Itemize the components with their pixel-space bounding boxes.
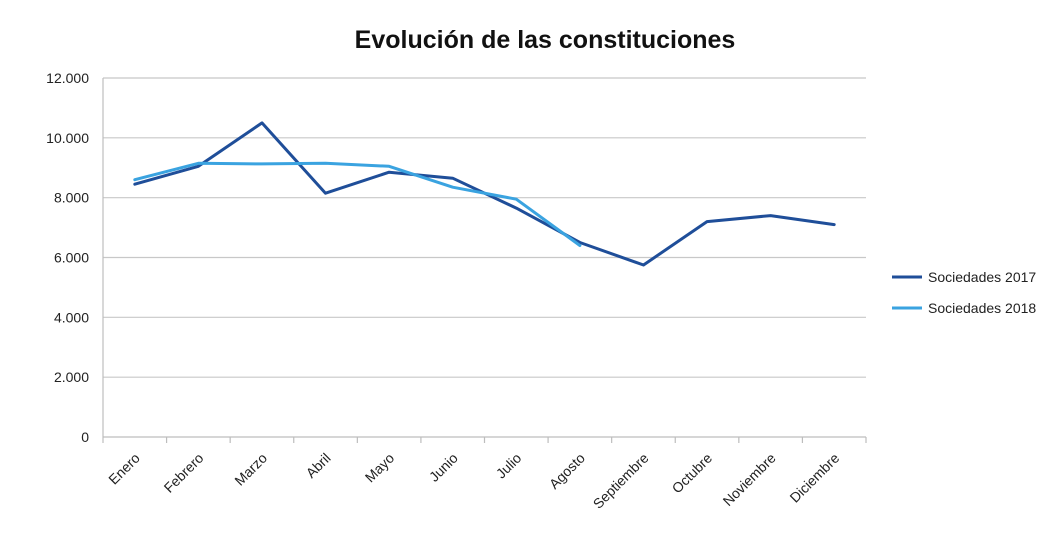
- legend-label: Sociedades 2017: [928, 269, 1036, 285]
- x-tick-label: Octubre: [669, 450, 716, 497]
- y-tick-label: 2.000: [54, 369, 89, 385]
- y-tick-label: 0: [81, 429, 89, 445]
- x-tick-label: Septiembre: [590, 450, 652, 512]
- x-tick-label: Diciembre: [786, 450, 842, 506]
- y-tick-label: 12.000: [46, 70, 89, 86]
- y-tick-label: 8.000: [54, 190, 89, 206]
- x-tick-label: Marzo: [231, 450, 270, 489]
- x-tick-label: Enero: [105, 450, 143, 488]
- x-tick-label: Febrero: [161, 450, 207, 496]
- grid-lines: [103, 77, 866, 378]
- x-tick-label: Junio: [426, 450, 461, 485]
- y-tick-label: 10.000: [46, 130, 89, 146]
- y-tick-label: 6.000: [54, 250, 89, 266]
- legend-label: Sociedades 2018: [928, 300, 1036, 316]
- x-tick-label: Julio: [493, 450, 525, 482]
- legend: Sociedades 2017 Sociedades 2018: [892, 269, 1036, 316]
- series-line-sociedades-2018: [133, 161, 582, 247]
- chart-title: Evolución de las constituciones: [355, 26, 736, 54]
- x-tick-label: Mayo: [362, 450, 398, 486]
- axes: 0 2.000 4.000 6.000 8.000 10.000 12.000 Enero Fe…: [46, 70, 867, 512]
- x-tick-label: Agosto: [546, 450, 588, 492]
- x-tick-label: Noviembre: [720, 450, 779, 509]
- series-lines: [133, 121, 836, 267]
- y-tick-label: 4.000: [54, 309, 89, 325]
- x-tick-label: Abril: [303, 450, 334, 481]
